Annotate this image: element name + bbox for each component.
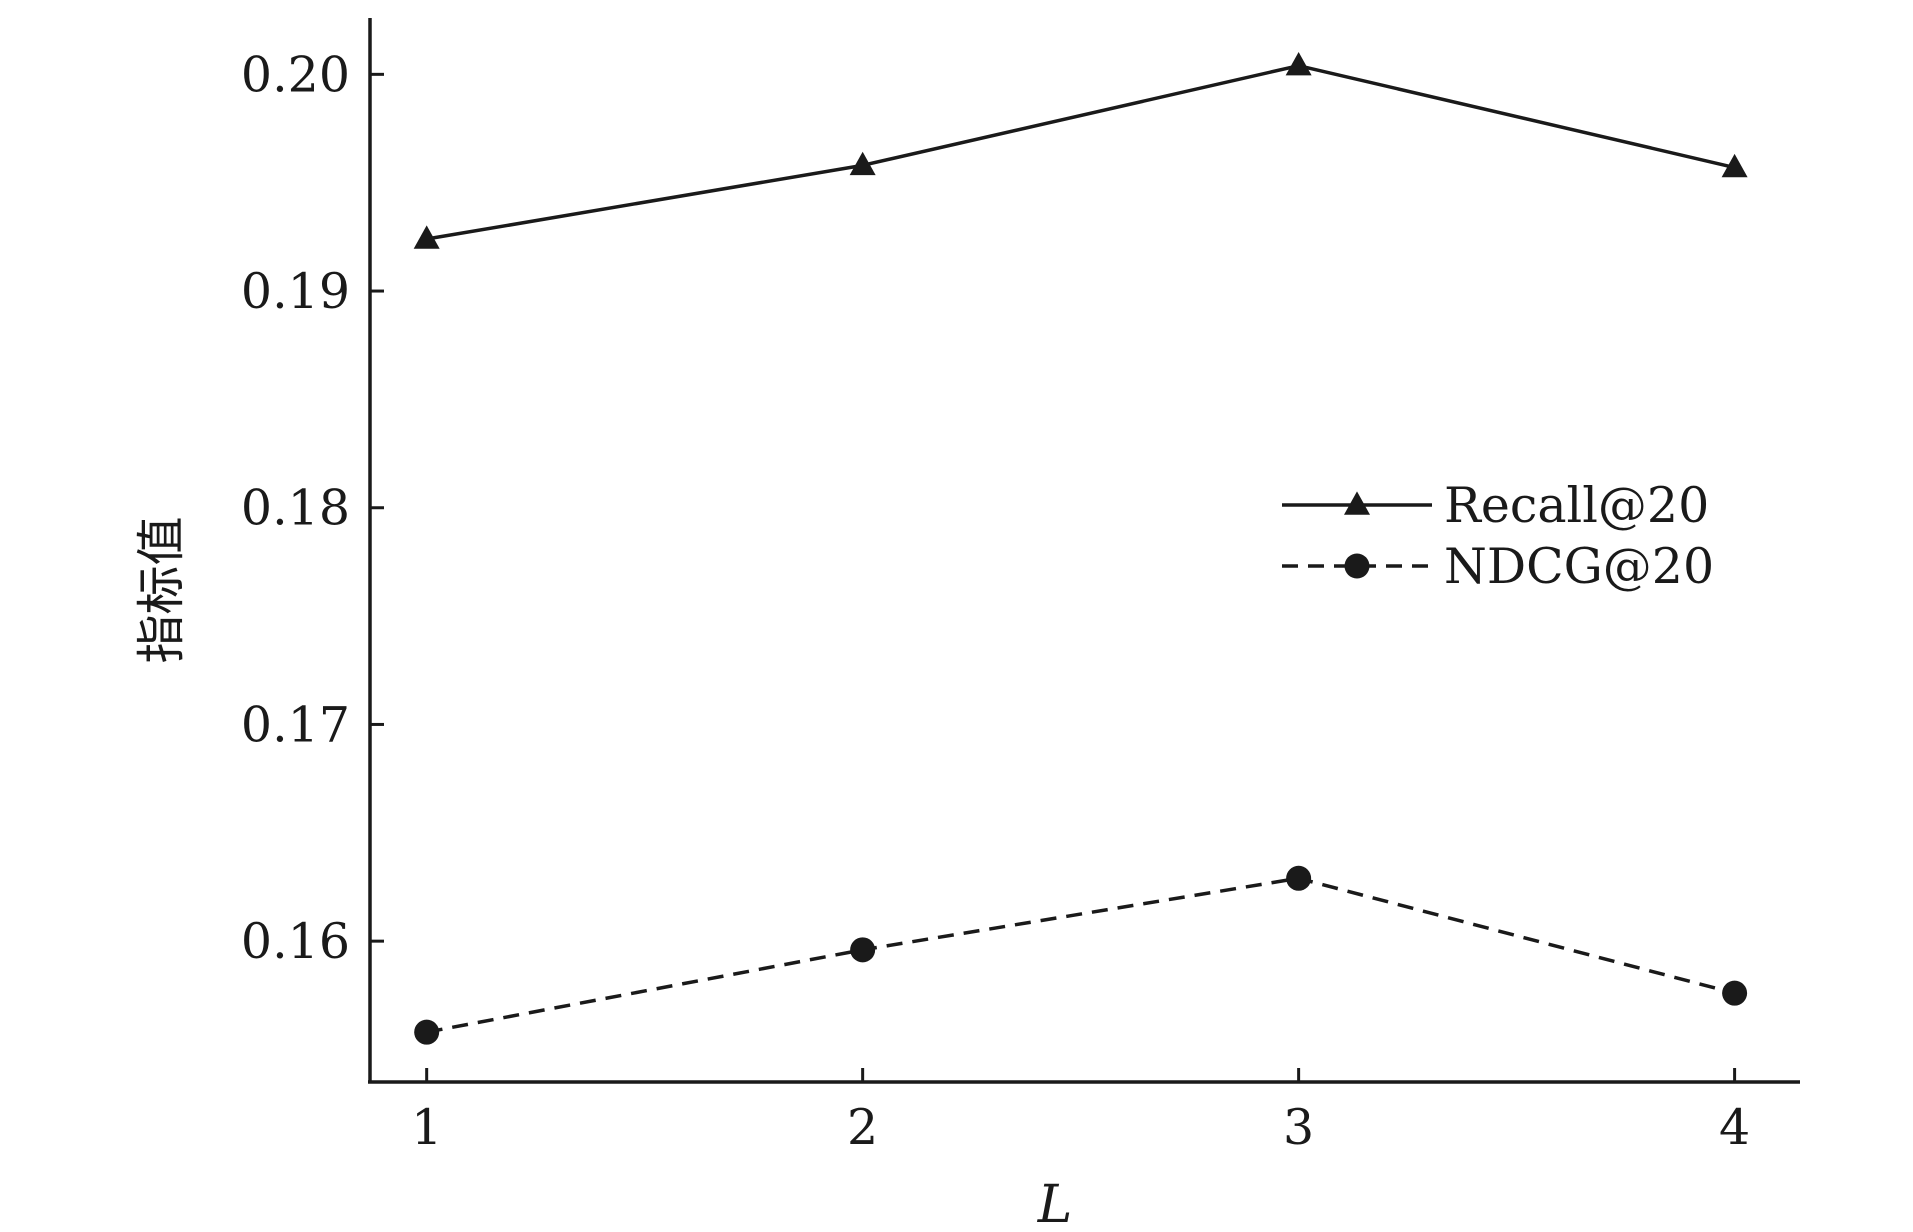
series-line (426, 63, 1736, 241)
y-axis-title: 指标值 (133, 516, 190, 663)
y-tick-label: 0.17 (241, 696, 350, 753)
circle-marker (1286, 865, 1312, 891)
x-tick-label: 1 (411, 1099, 442, 1156)
legend-circle-marker (1344, 553, 1370, 579)
x-tick-label: 2 (847, 1099, 878, 1156)
circle-marker (414, 1019, 440, 1045)
legend-triangle-marker (1344, 491, 1370, 515)
x-axis-title: L (1037, 1175, 1073, 1228)
y-tick-label: 0.20 (241, 46, 350, 103)
triangle-marker (1721, 153, 1748, 178)
legend-label: Recall@20 (1444, 477, 1709, 534)
series-recall-20 (413, 52, 1748, 249)
y-tick-label: 0.18 (241, 480, 350, 537)
triangle-marker (413, 225, 440, 249)
circle-marker (1722, 980, 1748, 1006)
axes: 0.16 0.17 0.18 0.19 0.20 1 2 3 4 L 指标值 (133, 18, 1800, 1232)
series-ndcg-20 (414, 865, 1748, 1045)
circle-marker (850, 937, 876, 963)
legend-label: NDCG@20 (1444, 538, 1714, 595)
y-tick-label: 0.19 (241, 263, 350, 320)
y-tick-label: 0.16 (241, 913, 350, 970)
legend-item: NDCG@20 (1282, 538, 1714, 595)
series-line (426, 876, 1736, 1034)
legend-item: Recall@20 (1282, 477, 1709, 534)
triangle-marker (1285, 52, 1312, 76)
series-layer (413, 52, 1748, 1045)
x-tick-label: 3 (1283, 1099, 1314, 1156)
x-tick-label: 4 (1719, 1099, 1750, 1156)
triangle-marker (849, 151, 876, 176)
